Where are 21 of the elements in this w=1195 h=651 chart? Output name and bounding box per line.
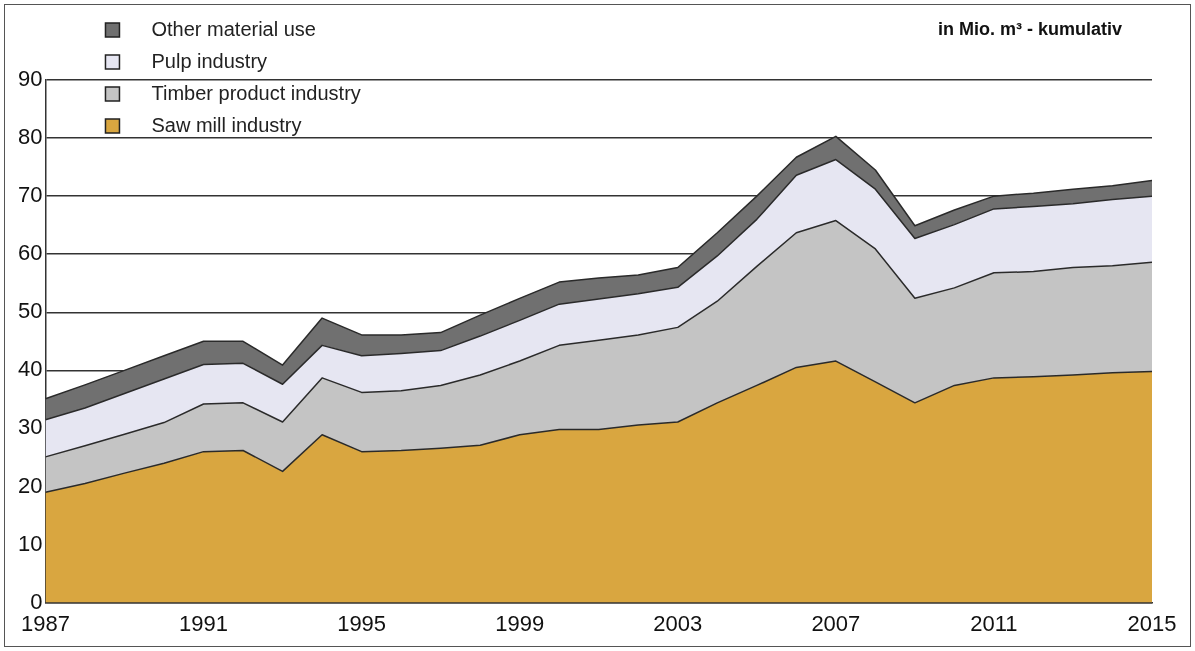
legend-label: Pulp industry (151, 49, 268, 72)
legend-label: Timber product industry (151, 81, 361, 104)
y-tick-label: 80 (17, 124, 43, 150)
y-tick-label: 30 (17, 414, 43, 440)
x-tick-label: 1995 (337, 610, 387, 636)
legend-label: Saw mill industry (151, 113, 302, 136)
x-tick-label: 2007 (811, 610, 861, 636)
text: in Mio. m³ - kumulativ (937, 18, 1122, 39)
y-tick-label: 60 (17, 240, 43, 266)
y-tick-label: 20 (17, 472, 43, 498)
y-tick-label: 90 (17, 66, 43, 92)
x-tick-label: 1991 (179, 610, 229, 636)
y-tick-label: 50 (17, 298, 43, 324)
y-tick-label: 70 (17, 182, 43, 208)
legend-label: Other material use (151, 17, 316, 40)
x-tick-label: 2011 (970, 610, 1018, 636)
x-tick-label: 1999 (495, 610, 545, 636)
y-tick-label: 40 (17, 356, 43, 382)
y-tick-label: 10 (17, 530, 43, 556)
x-tick-label: 2003 (653, 610, 703, 636)
x-tick-label: 2015 (1127, 610, 1177, 636)
